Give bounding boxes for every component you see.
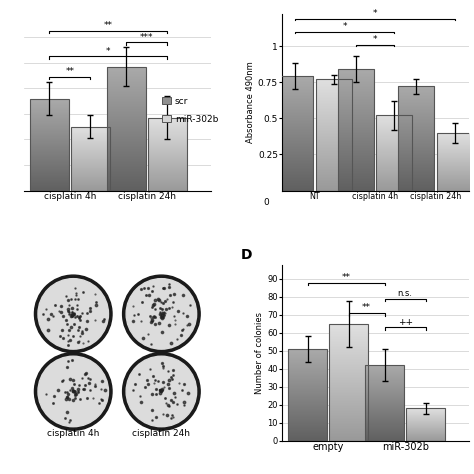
Text: ++: ++ — [398, 318, 413, 327]
Text: *: * — [373, 35, 377, 44]
Bar — [162, 115, 171, 121]
Y-axis label: Number of colonies: Number of colonies — [255, 312, 264, 394]
Bar — [71, 127, 109, 191]
Bar — [30, 99, 69, 191]
Text: D: D — [241, 248, 252, 262]
Bar — [398, 86, 434, 191]
Bar — [277, 76, 313, 191]
Text: ***: *** — [140, 33, 154, 42]
Circle shape — [123, 353, 200, 430]
Text: cisplatin 4h: cisplatin 4h — [47, 428, 100, 438]
Bar — [148, 118, 187, 191]
Text: miR-302b: miR-302b — [175, 115, 219, 124]
Bar — [365, 365, 404, 441]
Bar — [406, 409, 445, 441]
Circle shape — [126, 356, 197, 427]
Bar — [289, 349, 327, 441]
Bar — [376, 115, 412, 191]
Circle shape — [35, 353, 112, 430]
Text: **: ** — [65, 67, 74, 76]
Circle shape — [38, 279, 109, 349]
Bar — [437, 133, 473, 191]
Text: *: * — [343, 22, 347, 31]
Text: *: * — [106, 46, 110, 55]
Circle shape — [126, 279, 197, 349]
Bar — [162, 97, 171, 104]
Text: **: ** — [342, 273, 351, 282]
Circle shape — [35, 275, 112, 353]
Bar — [316, 79, 352, 191]
Bar — [107, 66, 146, 191]
Text: **: ** — [362, 303, 371, 312]
Text: *: * — [373, 9, 377, 18]
Bar — [337, 69, 374, 191]
Text: cisplatin 24h: cisplatin 24h — [132, 428, 191, 438]
Text: n.s.: n.s. — [398, 289, 413, 298]
Bar — [329, 324, 368, 441]
Text: **: ** — [104, 21, 113, 30]
Circle shape — [38, 356, 109, 427]
Text: 0: 0 — [263, 198, 269, 207]
Circle shape — [123, 275, 200, 353]
Text: scr: scr — [175, 97, 188, 106]
Y-axis label: Absorbance 490nm: Absorbance 490nm — [246, 62, 255, 143]
